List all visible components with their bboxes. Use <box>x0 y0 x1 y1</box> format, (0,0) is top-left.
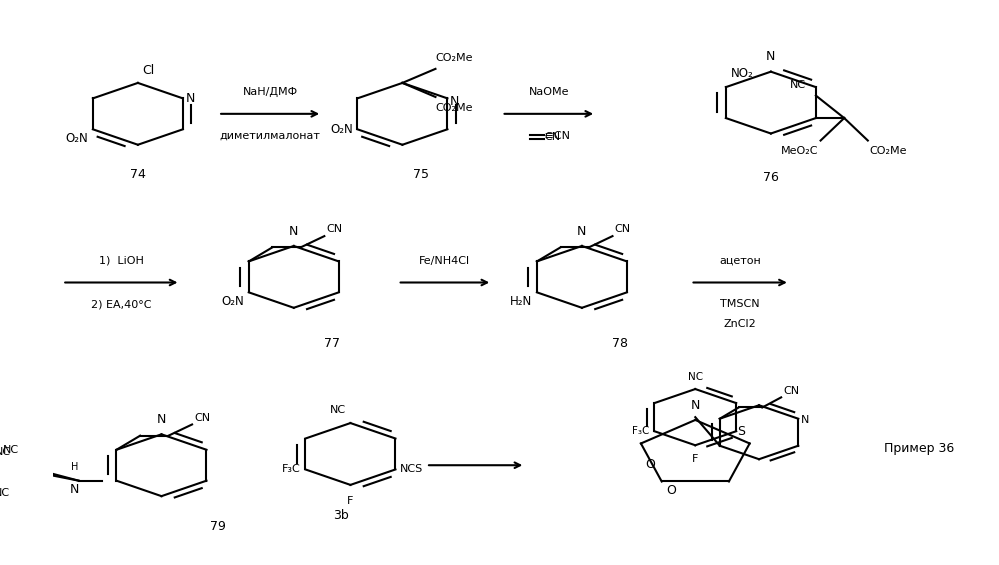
Text: 74: 74 <box>130 168 146 181</box>
Text: NC: NC <box>3 445 19 455</box>
Text: 75: 75 <box>414 168 430 181</box>
Text: ≡CN: ≡CN <box>527 131 570 141</box>
Text: диметилмалонат: диметилмалонат <box>220 131 321 141</box>
Text: N: N <box>451 95 460 108</box>
Text: 2) EA,40°C: 2) EA,40°C <box>91 299 152 310</box>
Text: O₂N: O₂N <box>330 123 353 136</box>
Text: CO₂Me: CO₂Me <box>870 146 907 156</box>
Text: F: F <box>692 454 698 464</box>
Text: CN: CN <box>544 132 560 142</box>
Text: H: H <box>71 462 79 472</box>
Text: CN: CN <box>194 413 210 423</box>
Text: NC: NC <box>790 80 806 90</box>
Text: NC: NC <box>330 405 346 415</box>
Text: N: N <box>801 415 809 425</box>
Text: CO₂Me: CO₂Me <box>436 103 473 112</box>
Text: F: F <box>348 496 354 506</box>
Text: O₂N: O₂N <box>65 132 88 145</box>
Text: O₂N: O₂N <box>222 295 244 308</box>
Text: NCS: NCS <box>401 464 424 475</box>
Text: NC: NC <box>0 447 11 457</box>
Text: NaH/ДМФ: NaH/ДМФ <box>243 87 298 97</box>
Text: NC: NC <box>687 372 703 383</box>
Text: CN: CN <box>783 386 799 396</box>
Text: TMSCN: TMSCN <box>720 299 760 310</box>
Text: H₂N: H₂N <box>509 295 532 308</box>
Text: ZnCl2: ZnCl2 <box>724 319 756 329</box>
Text: 78: 78 <box>611 337 627 350</box>
Text: N: N <box>289 224 299 237</box>
Text: S: S <box>737 425 745 438</box>
Text: Fe/NH4Cl: Fe/NH4Cl <box>420 255 471 266</box>
Text: NaOMe: NaOMe <box>528 87 569 97</box>
Text: Cl: Cl <box>143 64 155 77</box>
Text: 77: 77 <box>324 337 340 350</box>
Text: N: N <box>577 224 586 237</box>
Text: F₃C: F₃C <box>282 464 301 475</box>
Text: N: N <box>690 398 700 411</box>
Text: NO₂: NO₂ <box>730 67 753 80</box>
Text: O: O <box>645 458 655 471</box>
Text: CO₂Me: CO₂Me <box>436 53 473 63</box>
Text: 79: 79 <box>210 520 226 533</box>
Text: N: N <box>69 484 79 497</box>
Text: N: N <box>157 413 166 426</box>
Text: CN: CN <box>327 224 343 234</box>
Text: 76: 76 <box>763 171 779 184</box>
Text: MeO₂C: MeO₂C <box>781 146 819 156</box>
Text: ацетон: ацетон <box>719 255 761 266</box>
Text: CN: CN <box>614 224 630 234</box>
Text: NC: NC <box>0 488 10 498</box>
Text: Пример 36: Пример 36 <box>884 442 954 455</box>
Text: N: N <box>186 92 195 105</box>
Text: 3b: 3b <box>333 508 349 521</box>
Text: 1)  LiOH: 1) LiOH <box>99 255 144 266</box>
Text: O: O <box>666 484 676 497</box>
Text: N: N <box>766 50 775 63</box>
Text: F₃C: F₃C <box>632 426 649 436</box>
